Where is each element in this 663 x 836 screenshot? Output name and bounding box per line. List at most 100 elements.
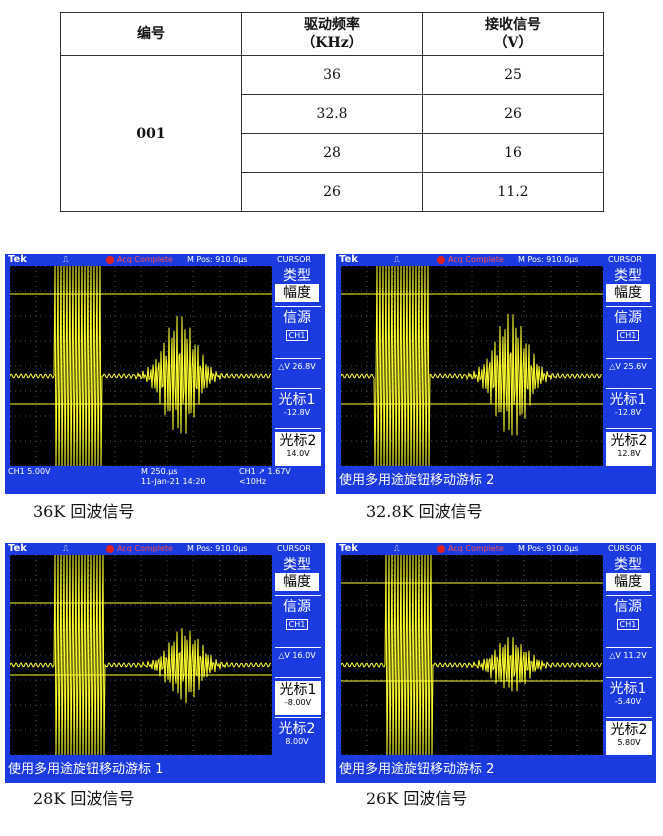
menu-separator (606, 306, 652, 307)
menu-separator (606, 428, 652, 429)
menu-delta[interactable]: △V 11.2V (606, 651, 650, 665)
acquisition-status: Acq Complete (448, 255, 504, 264)
timestamp: 11-Jan-21 14:20 (141, 477, 206, 486)
cursor1-value: -8.00V (284, 698, 312, 707)
waveform-caption: 26K 回波信号 (366, 789, 468, 808)
table-header-row: 编号 驱动频率 （KHz） 接收信号 （V） (60, 12, 604, 56)
menu-separator (606, 358, 652, 359)
timebase: M 250.µs (141, 467, 178, 476)
menu-separator (275, 595, 321, 596)
table-row: 26 11.2 (61, 172, 604, 212)
horizontal-position: M Pos: 910.0µs (518, 544, 579, 553)
delta-readout: △V 25.6V (609, 362, 647, 371)
trigger-state-icon: ⎍ (394, 255, 400, 264)
menu-cursor1[interactable]: 光标1 -12.8V (275, 392, 319, 424)
frequency-signal-table: 编号 驱动频率 （KHz） 接收信号 （V） 001 36 25 32.8 26… (60, 12, 604, 212)
menu-cursor2[interactable]: 光标2 12.8V (606, 432, 652, 466)
delta-readout: △V 11.2V (609, 651, 647, 660)
menu-type[interactable]: 类型 幅度 (606, 557, 650, 591)
waveform-svg (10, 555, 272, 755)
menu-type[interactable]: 类型 幅度 (275, 268, 319, 302)
cursor2-value: 8.00V (285, 737, 309, 746)
menu-source[interactable]: 信源 CH1 (606, 310, 650, 344)
menu-cursor1[interactable]: 光标1 -5.40V (606, 681, 650, 713)
cursor1-label: 光标1 (609, 392, 647, 408)
menu-title: CURSOR (608, 255, 642, 264)
brand-label: Tek (8, 543, 27, 554)
cursor1-value: -12.8V (283, 408, 311, 417)
oscilloscope-panel: Tek ⎍ Acq Complete M Pos: 910.0µs CURSOR 类型 幅度… (5, 543, 325, 783)
cursor1-label: 光标1 (279, 682, 317, 698)
oscilloscope-panel: Tek ⎍ Acq Complete M Pos: 910.0µs CURSOR 类型 幅度… (336, 254, 656, 494)
menu-source-value: CH1 (616, 619, 640, 630)
menu-source-label: 信源 (283, 599, 311, 615)
scope-readout-bar: 使用多用途旋钮移动游标 1 (5, 755, 325, 783)
horizontal-position: M Pos: 910.0µs (518, 255, 579, 264)
cursor2-value: 5.80V (617, 738, 641, 747)
menu-type-label: 类型 (283, 557, 311, 573)
menu-source-label: 信源 (614, 599, 642, 615)
menu-delta[interactable]: △V 26.8V (275, 362, 319, 376)
menu-source[interactable]: 信源 CH1 (606, 599, 650, 633)
horizontal-position: M Pos: 910.0µs (187, 544, 248, 553)
menu-separator (606, 388, 652, 389)
scope-status-bar: Tek ⎍ Acq Complete M Pos: 910.0µs CURSOR (336, 254, 656, 266)
signal-cell: 26 (422, 94, 604, 134)
delta-readout: △V 26.8V (278, 362, 316, 371)
menu-separator (275, 428, 321, 429)
menu-cursor2[interactable]: 光标2 8.00V (275, 721, 319, 753)
menu-title: CURSOR (277, 255, 311, 264)
menu-source-value: CH1 (285, 330, 309, 341)
table-row: 28 16 (61, 133, 604, 173)
table-row: 001 36 25 (60, 55, 604, 212)
delta-readout: △V 16.0V (278, 651, 316, 660)
cursor2-value: 14.0V (286, 449, 310, 458)
menu-delta[interactable]: △V 25.6V (606, 362, 650, 376)
acquisition-status: Acq Complete (117, 544, 173, 553)
channel-scale: CH1 5.00V (8, 467, 51, 476)
header-frequency-line2: （KHz） (301, 35, 363, 51)
acquisition-status: Acq Complete (117, 255, 173, 264)
menu-separator (606, 647, 652, 648)
menu-source-value: CH1 (616, 330, 640, 341)
cursor2-label: 光标2 (279, 433, 317, 449)
menu-cursor2[interactable]: 光标2 14.0V (275, 432, 321, 466)
menu-source[interactable]: 信源 CH1 (275, 599, 319, 633)
waveform-screen (10, 555, 272, 755)
menu-separator (275, 717, 321, 718)
header-id: 编号 (60, 12, 242, 56)
menu-separator (275, 677, 321, 678)
trigger-state-icon: ⎍ (394, 544, 400, 553)
cursor-menu: 类型 幅度信源 CH1 △V 16.0V 光标1 -8.00V 光标2 8.00V (273, 555, 325, 755)
cursor-menu: 类型 幅度信源 CH1 △V 25.6V 光标1 -12.8V 光标2 12.8V (604, 266, 656, 466)
menu-cursor1[interactable]: 光标1 -8.00V (275, 681, 321, 715)
cursor-menu: 类型 幅度信源 CH1 △V 26.8V 光标1 -12.8V 光标2 14.0V (273, 266, 325, 466)
menu-source-label: 信源 (283, 310, 311, 326)
echo-waveform (10, 555, 272, 755)
freq-cell: 28 (241, 133, 423, 173)
horizontal-position: M Pos: 910.0µs (187, 255, 248, 264)
menu-cursor1[interactable]: 光标1 -12.8V (606, 392, 650, 424)
echo-waveform (341, 266, 603, 466)
menu-separator (275, 358, 321, 359)
menu-cursor2[interactable]: 光标2 5.80V (606, 721, 652, 755)
oscilloscope-panel: Tek ⎍ Acq Complete M Pos: 910.0µs CURSOR 类型 幅度… (336, 543, 656, 783)
menu-delta[interactable]: △V 16.0V (275, 651, 319, 665)
scope-status-bar: Tek ⎍ Acq Complete M Pos: 910.0µs CURSOR (5, 254, 325, 266)
cursor2-value: 12.8V (617, 449, 641, 458)
signal-cell: 11.2 (422, 172, 604, 212)
waveform-screen (341, 266, 603, 466)
cursor2-label: 光标2 (610, 433, 648, 449)
freq-cell: 26 (241, 172, 423, 212)
menu-type[interactable]: 类型 幅度 (606, 268, 650, 302)
header-signal-line2: （V） (493, 35, 533, 51)
header-frequency: 驱动频率 （KHz） (241, 12, 423, 56)
menu-title: CURSOR (277, 544, 311, 553)
trigger-level: CH1 ↗ 1.67V (239, 467, 291, 476)
acquisition-indicator-icon (106, 545, 114, 553)
menu-separator (606, 677, 652, 678)
menu-source[interactable]: 信源 CH1 (275, 310, 319, 344)
menu-type[interactable]: 类型 幅度 (275, 557, 319, 591)
menu-separator (606, 717, 652, 718)
brand-label: Tek (339, 254, 358, 265)
